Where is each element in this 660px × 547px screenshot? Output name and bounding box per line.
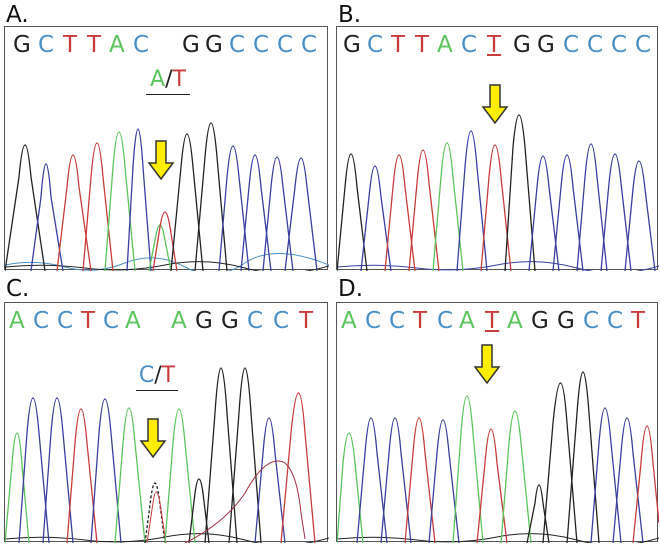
base-label: C — [461, 32, 478, 58]
trace-svg-d — [337, 344, 659, 543]
base-label: G — [343, 32, 361, 58]
heterozygous-call-c: C/T — [136, 363, 178, 391]
annotation-underline — [146, 94, 190, 95]
base-label: C — [103, 308, 120, 334]
base-label: C — [253, 32, 270, 58]
base-label: T — [299, 308, 314, 334]
base-label-mutant: T — [487, 32, 502, 58]
base-label: A — [125, 308, 141, 334]
base-label: C — [301, 32, 318, 58]
sequence-row-a: G C T T A C G G C C C C — [5, 32, 329, 62]
base-label: C — [133, 32, 150, 58]
base-label: C — [437, 308, 454, 334]
base-label: C — [38, 32, 55, 58]
base-label: A — [109, 32, 125, 58]
base-label: C — [247, 308, 264, 334]
base-label: C — [635, 32, 652, 58]
base-label: T — [63, 32, 78, 58]
chromatogram-panel-d: A C C T C A T A G G C C T — [336, 302, 659, 543]
base-label: G — [182, 32, 200, 58]
allele-c: C — [138, 363, 155, 388]
sequence-row-d: A C C T C A T A G G C C T — [337, 308, 659, 338]
heterozygous-call-a: A/T — [146, 67, 190, 95]
base-label: A — [341, 308, 357, 334]
panel-label-b: B. — [338, 2, 362, 28]
allele-separator: / — [154, 363, 162, 388]
base-label: T — [87, 32, 102, 58]
base-label: G — [221, 308, 239, 334]
trace-svg-c — [5, 367, 329, 543]
arrow-indicator-c — [139, 418, 167, 459]
chromatogram-panel-b: G C T T A C T G G C C C C — [336, 26, 659, 271]
base-label: A — [171, 308, 187, 334]
chromatogram-panel-c: A C C T C A A G G C C T C/T — [4, 302, 329, 543]
base-label: G — [513, 32, 531, 58]
arrow-indicator-a — [147, 140, 175, 181]
base-label: T — [413, 308, 428, 334]
base-label: C — [33, 308, 50, 334]
base-label: C — [587, 32, 604, 58]
base-label: G — [205, 32, 223, 58]
panel-label-d: D. — [338, 276, 364, 302]
base-label: C — [389, 308, 406, 334]
arrow-indicator-b — [481, 84, 509, 125]
base-label: C — [277, 32, 294, 58]
base-label: A — [507, 308, 523, 334]
base-label: C — [583, 308, 600, 334]
base-label: A — [459, 308, 475, 334]
base-label: C — [611, 32, 628, 58]
allele-separator: / — [165, 67, 173, 92]
trace-svg-b — [337, 84, 659, 271]
trace-svg-a — [5, 122, 329, 271]
base-label: C — [57, 308, 74, 334]
base-label: G — [13, 32, 31, 58]
base-label: T — [391, 32, 406, 58]
arrow-indicator-d — [473, 344, 501, 385]
base-label: T — [81, 308, 96, 334]
sequence-row-b: G C T T A C T G G C C C C — [337, 32, 659, 62]
base-label: G — [537, 32, 555, 58]
base-label: T — [631, 308, 646, 334]
base-label: A — [437, 32, 453, 58]
base-label: A — [9, 308, 25, 334]
base-label: G — [557, 308, 575, 334]
annotation-underline — [136, 390, 178, 391]
allele-t: T — [161, 363, 176, 388]
base-label: G — [531, 308, 549, 334]
base-label: C — [229, 32, 246, 58]
allele-a: A — [150, 67, 166, 92]
sequence-row-c: A C C T C A A G G C C T — [5, 308, 329, 338]
panel-label-c: C. — [6, 276, 30, 302]
base-label: T — [415, 32, 430, 58]
chromatogram-panel-a: G C T T A C G G C C C C A/T — [4, 26, 329, 271]
base-label: C — [607, 308, 624, 334]
base-label: G — [195, 308, 213, 334]
base-label: C — [273, 308, 290, 334]
allele-t: T — [172, 67, 186, 92]
base-label: C — [563, 32, 580, 58]
base-label-mutant: T — [485, 308, 500, 334]
base-label: C — [365, 308, 382, 334]
base-label: C — [367, 32, 384, 58]
panel-label-a: A. — [6, 2, 29, 28]
